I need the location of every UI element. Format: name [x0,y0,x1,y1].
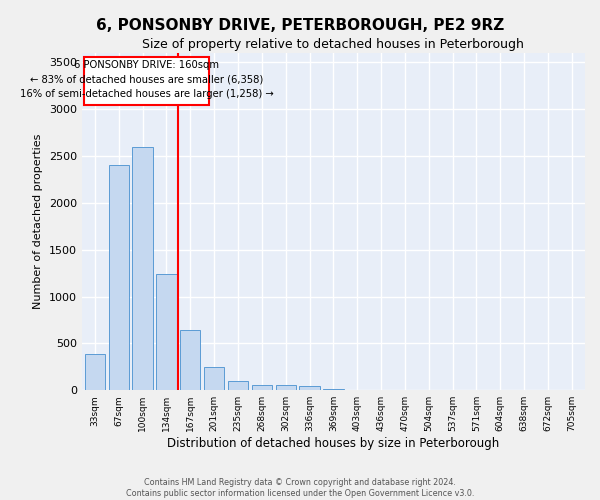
Bar [133,146,153,390]
Text: 6 PONSONBY DRIVE: 160sqm: 6 PONSONBY DRIVE: 160sqm [74,60,220,70]
Y-axis label: Number of detached properties: Number of detached properties [33,134,43,310]
Text: Contains HM Land Registry data © Crown copyright and database right 2024.
Contai: Contains HM Land Registry data © Crown c… [126,478,474,498]
FancyBboxPatch shape [84,57,209,104]
Bar [204,367,224,390]
Bar [180,330,200,390]
Bar [157,274,176,390]
Bar [299,386,320,390]
Text: ← 83% of detached houses are smaller (6,358): ← 83% of detached houses are smaller (6,… [30,74,263,84]
Text: 16% of semi-detached houses are larger (1,258) →: 16% of semi-detached houses are larger (… [20,88,274,99]
Bar [252,384,272,390]
X-axis label: Distribution of detached houses by size in Peterborough: Distribution of detached houses by size … [167,437,500,450]
Bar [109,166,129,390]
Bar [85,354,105,390]
Bar [228,381,248,390]
Title: Size of property relative to detached houses in Peterborough: Size of property relative to detached ho… [142,38,524,51]
Bar [275,384,296,390]
Text: 6, PONSONBY DRIVE, PETERBOROUGH, PE2 9RZ: 6, PONSONBY DRIVE, PETERBOROUGH, PE2 9RZ [96,18,504,32]
